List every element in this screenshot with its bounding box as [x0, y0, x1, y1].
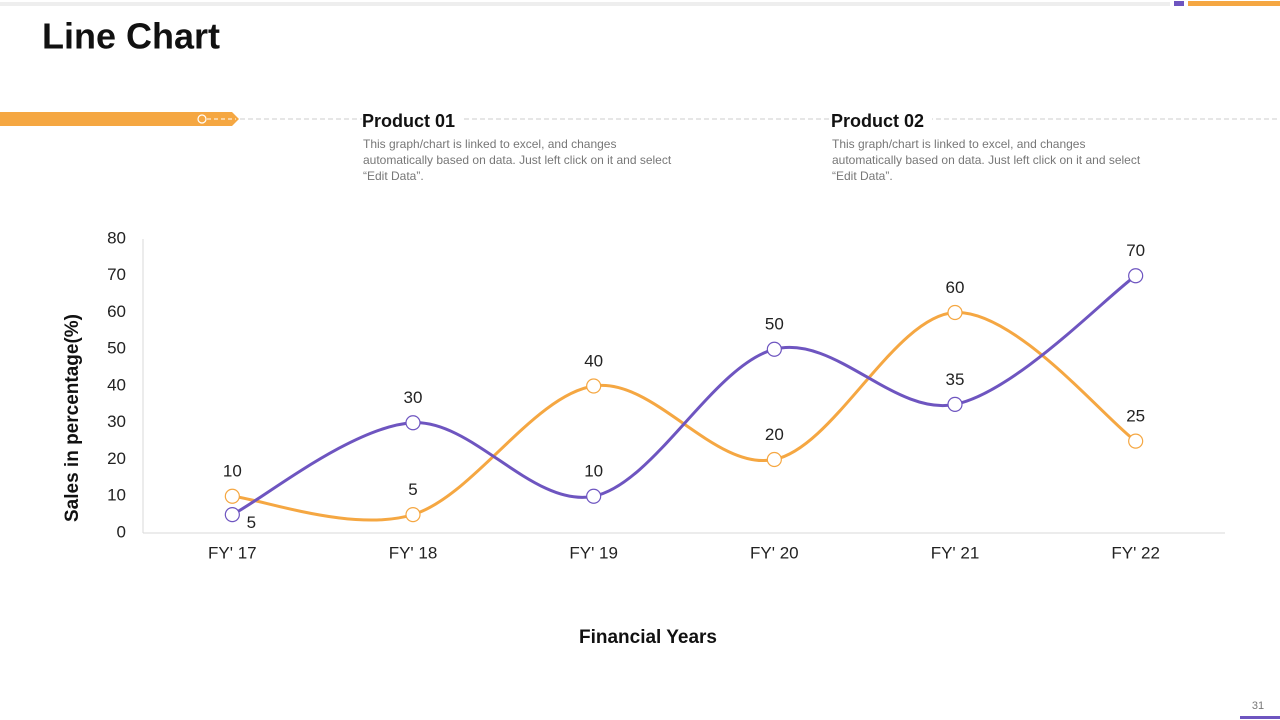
y-tick-label: 0 [117, 522, 126, 541]
y-tick-label: 40 [107, 375, 126, 394]
point [947, 396, 963, 412]
orange-ribbon [0, 112, 239, 126]
data-label: 5 [247, 513, 256, 532]
data-label: 70 [1126, 241, 1145, 260]
line [231, 274, 1137, 516]
y-tick-label: 10 [107, 486, 126, 505]
data-label: 30 [404, 388, 423, 407]
y-tick-label: 20 [107, 449, 126, 468]
data-label: 50 [765, 315, 784, 334]
point [405, 415, 421, 431]
y-axis-title: Sales in percentage(%) [62, 314, 83, 522]
x-tick-label: FY' 21 [931, 543, 980, 562]
data-label: 20 [765, 425, 784, 444]
series-heading: Product 02 [831, 111, 933, 132]
page-number: 31 [1252, 700, 1264, 712]
point [1128, 268, 1144, 284]
point [586, 488, 602, 504]
data-label: 40 [584, 351, 603, 370]
point [766, 341, 782, 357]
point [405, 507, 421, 523]
slide-title: Line Chart [42, 16, 220, 57]
data-label: 35 [946, 370, 965, 389]
x-tick-label: FY' 17 [208, 543, 257, 562]
x-tick-label: FY' 22 [1111, 543, 1160, 562]
description: This graph/chart is linked to excel, and… [832, 137, 1141, 183]
page-accent [1240, 716, 1280, 719]
ribbon-dot [197, 114, 207, 124]
description: This graph/chart is linked to excel, and… [363, 137, 672, 183]
y-tick-label: 50 [107, 339, 126, 358]
x-tick-label: FY' 18 [389, 543, 438, 562]
top-accent [1188, 1, 1280, 6]
point [586, 378, 602, 394]
data-label: 10 [223, 462, 242, 481]
data-label: 60 [946, 278, 965, 297]
data-label: 5 [408, 480, 417, 499]
point [947, 304, 963, 321]
series-heading: Product 01 [362, 111, 464, 132]
x-axis-title: Financial Years [579, 627, 717, 648]
y-tick-label: 60 [107, 302, 126, 321]
y-tick-label: 80 [107, 228, 126, 247]
x-tick-label: FY' 19 [569, 543, 618, 562]
y-tick-label: 30 [107, 412, 126, 431]
top-bar [0, 2, 1170, 6]
point [224, 507, 240, 523]
top-accent [1174, 1, 1184, 6]
x-tick-label: FY' 20 [750, 543, 799, 562]
point [766, 451, 782, 468]
data-label: 25 [1126, 407, 1145, 426]
line [232, 310, 1137, 522]
point [224, 488, 240, 504]
data-label: 10 [584, 462, 603, 481]
y-tick-label: 70 [107, 265, 126, 284]
point [1128, 433, 1144, 449]
